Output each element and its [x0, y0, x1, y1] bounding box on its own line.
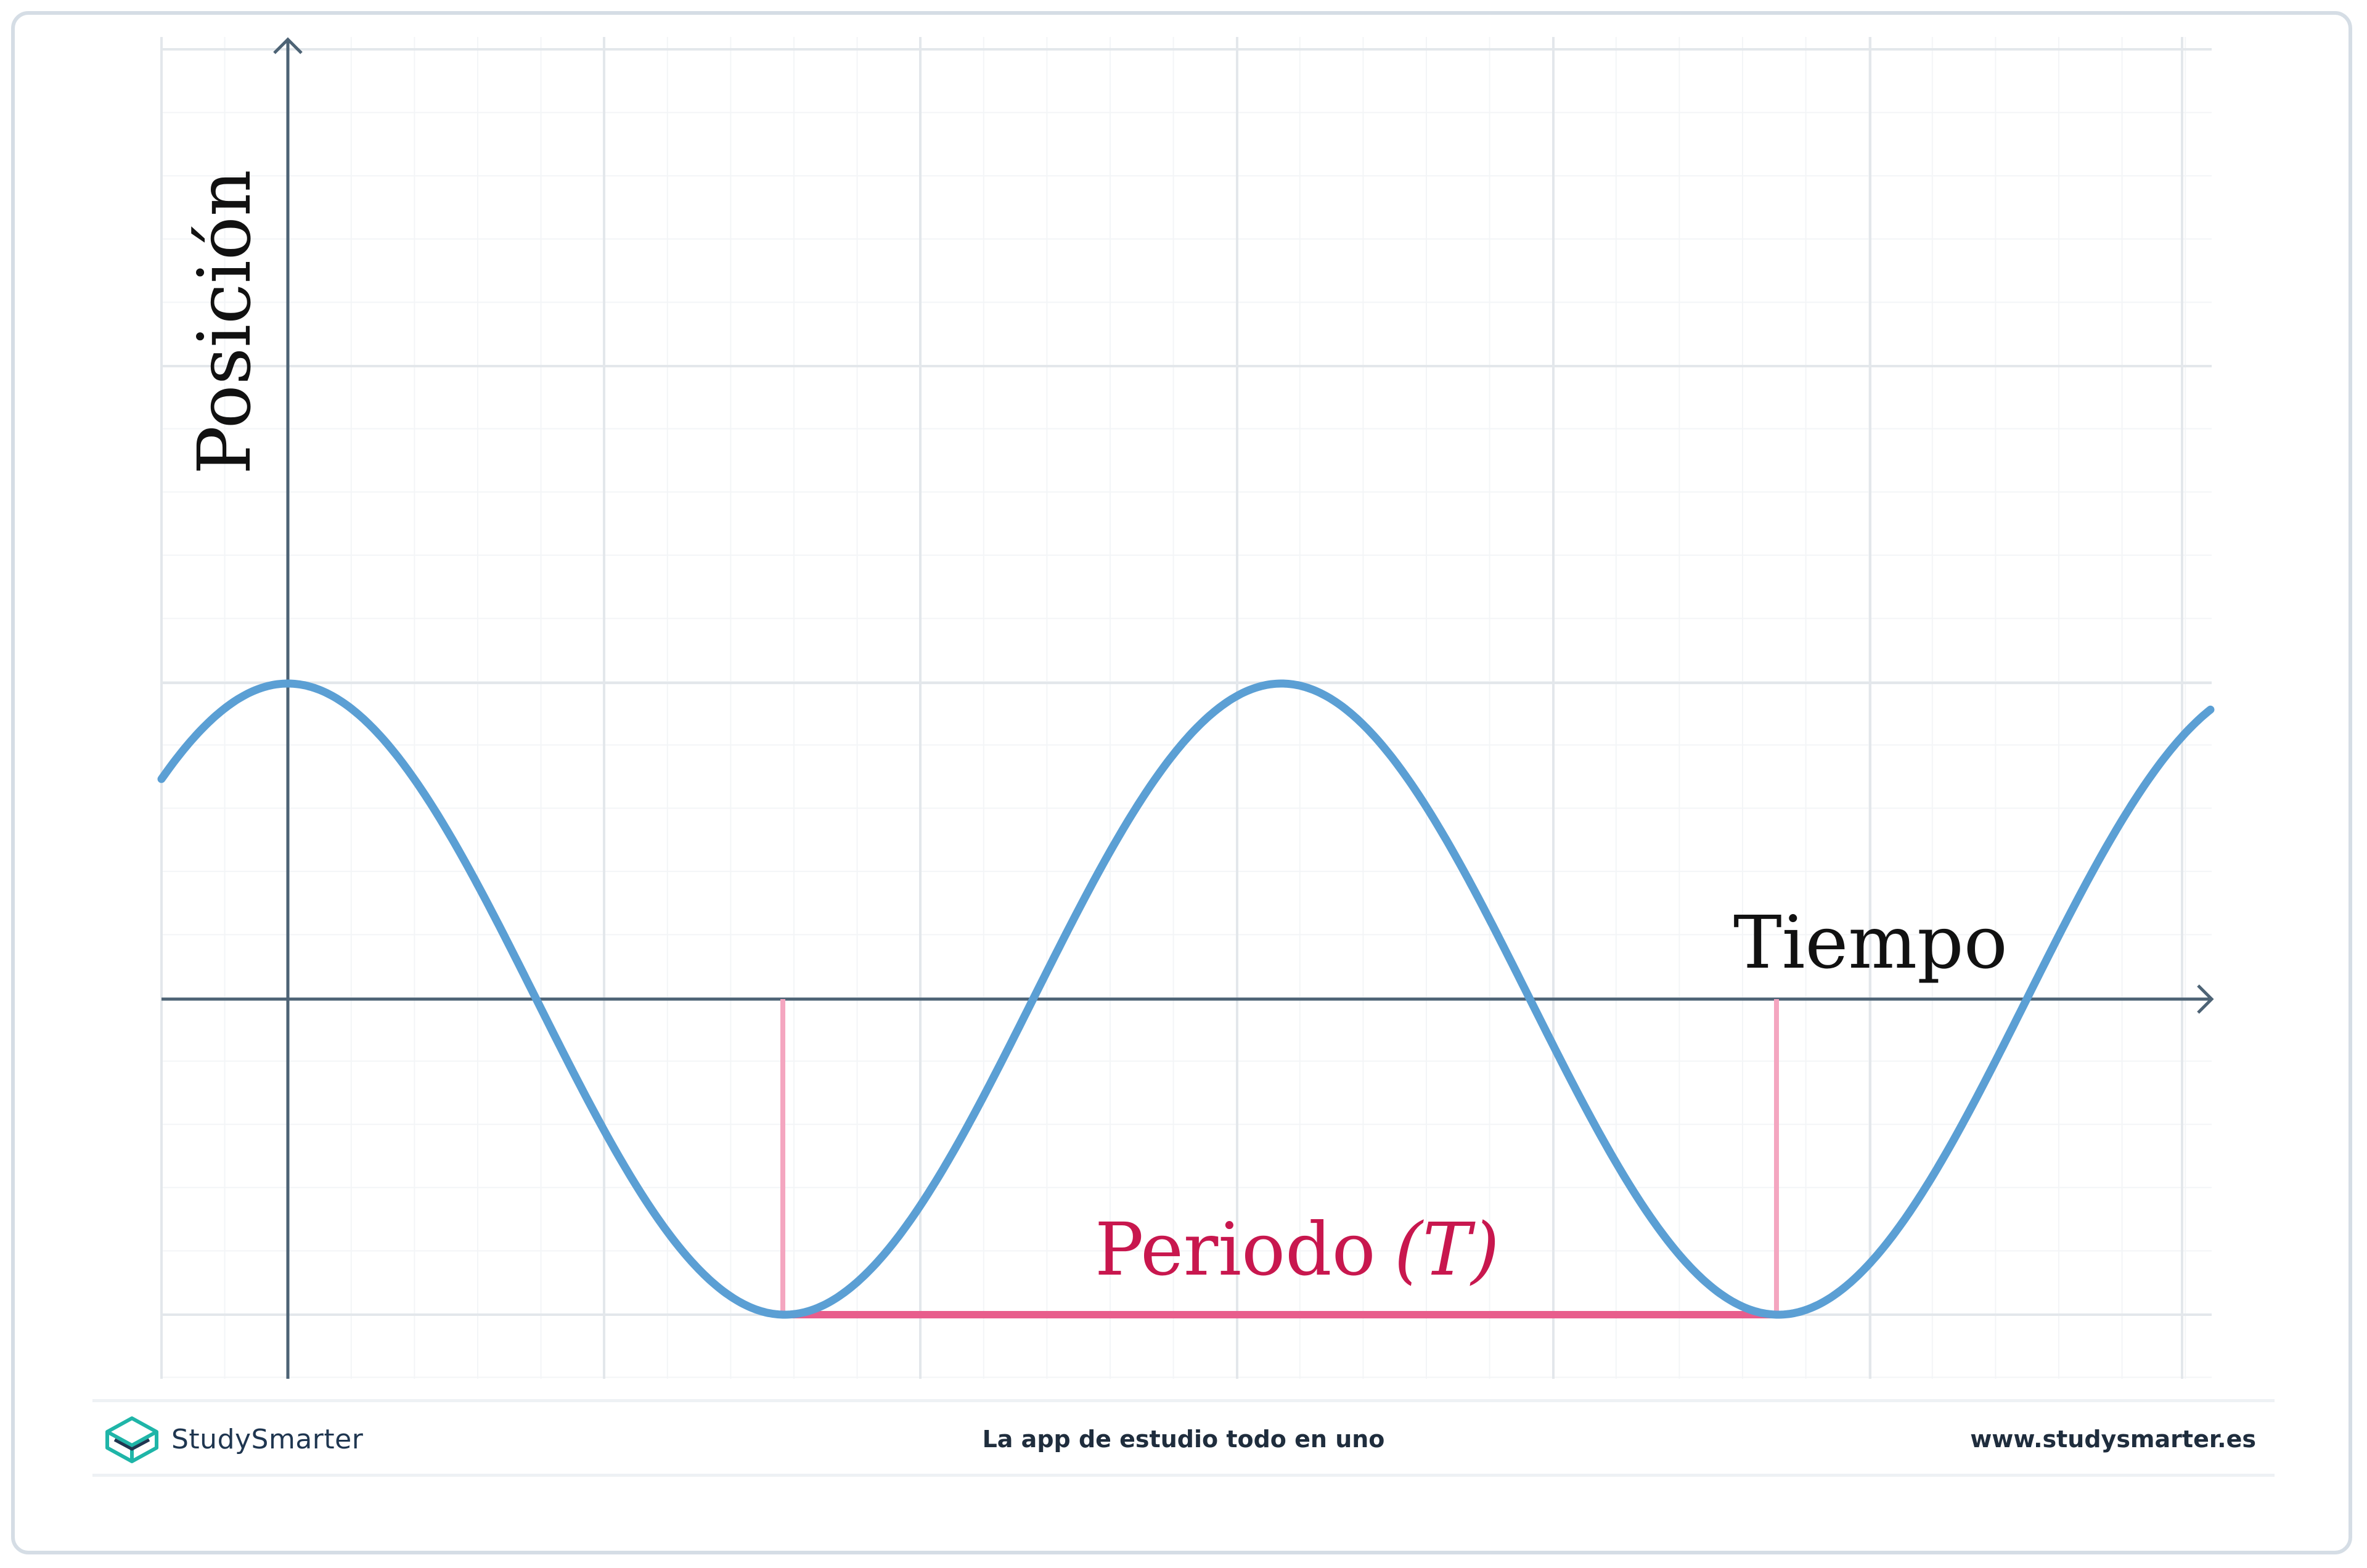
studysmarter-cube-icon	[105, 1416, 158, 1463]
period-label: Periodo (T)	[1095, 1207, 1499, 1292]
footer-bar: StudySmarter La app de estudio todo en u…	[92, 1399, 2275, 1477]
footer-tagline: La app de estudio todo en uno	[982, 1426, 1385, 1453]
minor-grid	[161, 37, 2212, 1379]
x-axis-label: Tiempo	[1733, 900, 2008, 985]
period-label-word: Periodo	[1095, 1207, 1376, 1292]
position-wave	[157, 679, 2215, 1319]
period-label-symbol: (T)	[1394, 1207, 1500, 1292]
brand: StudySmarter	[104, 1415, 363, 1464]
diagram-card	[11, 11, 2352, 1554]
major-grid	[160, 37, 2212, 1379]
y-axis-label: Posición	[182, 169, 267, 475]
brand-name: StudySmarter	[171, 1423, 364, 1455]
footer-url[interactable]: www.studysmarter.es	[1970, 1426, 2256, 1453]
y-axis-arrow-icon	[273, 37, 303, 54]
x-axis-arrow-icon	[2197, 984, 2214, 1014]
